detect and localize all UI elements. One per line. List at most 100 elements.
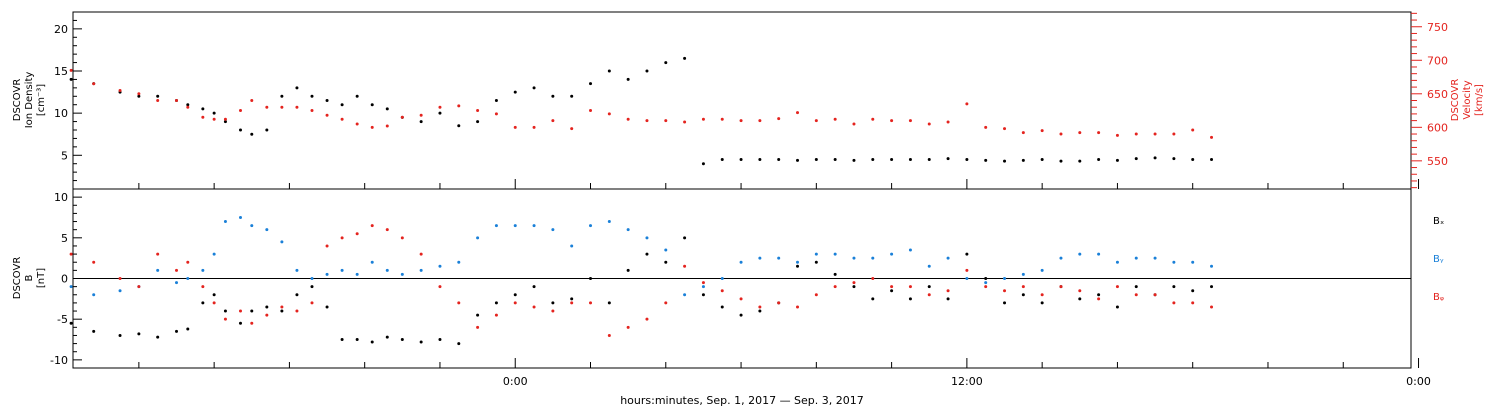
- velocity-point-64: [1210, 135, 1214, 139]
- velocity-point-61: [1153, 132, 1157, 136]
- velocity-point-40: [758, 119, 762, 123]
- velocity-point-18: [355, 122, 359, 126]
- velocity-point-46: [871, 117, 875, 121]
- velocity-point-41: [777, 117, 781, 121]
- by-point-24: [457, 260, 461, 264]
- velocity-point-9: [223, 117, 227, 121]
- bx-point-57: [1078, 297, 1082, 301]
- bz-point-27: [513, 301, 517, 305]
- velocity-point-33: [626, 117, 630, 121]
- density-point-53: [1003, 159, 1007, 163]
- by-point-47: [890, 252, 894, 256]
- velocity-point-15: [310, 109, 314, 113]
- velocity-point-60: [1134, 132, 1138, 136]
- by-point-40: [758, 256, 762, 260]
- bz-point-34: [645, 317, 649, 321]
- bz-point-20: [385, 228, 389, 232]
- bx-point-23: [438, 338, 442, 342]
- bx-point-55: [1040, 301, 1044, 305]
- bz-point-51: [965, 268, 969, 272]
- bz-point-43: [814, 293, 818, 297]
- bx-point-48: [908, 297, 912, 301]
- density-point-62: [1172, 157, 1176, 161]
- velocity-point-6: [186, 105, 190, 109]
- velocity-point-1: [92, 82, 96, 86]
- bz-point-21: [400, 236, 404, 240]
- by-point-18: [355, 272, 359, 276]
- density-point-30: [570, 94, 574, 98]
- by-point-45: [852, 256, 856, 260]
- top-right-axis-title-line1: DSCOVR: [1450, 79, 1461, 122]
- bz-point-10: [238, 309, 242, 313]
- bx-point-51: [965, 252, 969, 256]
- top-left-axis-title-line2: Ion Density: [24, 72, 35, 129]
- bx-point-9: [223, 309, 227, 313]
- by-point-44: [833, 252, 837, 256]
- bx-point-42: [796, 264, 800, 268]
- bz-point-37: [701, 281, 705, 285]
- velocity-point-38: [720, 117, 724, 121]
- bz-point-31: [589, 301, 593, 305]
- by-point-39: [739, 260, 743, 264]
- density-point-46: [871, 158, 875, 161]
- bz-point-15: [310, 301, 314, 305]
- top-right-tick-label-3: 700: [1427, 54, 1448, 67]
- by-point-14: [295, 268, 299, 272]
- velocity-point-49: [927, 122, 931, 126]
- velocity-point-26: [494, 112, 498, 116]
- bottom-panel: -10 -5 0 5 10 DSCOVR B [nT] Bₓ Bᵧ Bᵩ: [12, 188, 1444, 369]
- bx-point-60: [1134, 285, 1138, 289]
- density-point-39: [739, 158, 743, 161]
- bz-point-30: [570, 301, 574, 305]
- bx-point-36: [683, 236, 687, 240]
- density-point-35: [664, 61, 668, 65]
- bx-point-63: [1191, 289, 1195, 293]
- density-point-13: [280, 94, 284, 98]
- bx-point-15: [310, 285, 314, 289]
- velocity-point-2: [118, 88, 122, 92]
- velocity-point-14: [295, 105, 299, 109]
- by-point-17: [340, 268, 344, 272]
- bz-point-64: [1210, 305, 1214, 309]
- x-tick-label-0: 0:00: [503, 375, 528, 388]
- bz-point-48: [908, 285, 912, 289]
- by-point-2: [118, 289, 122, 293]
- by-point-30: [570, 244, 574, 248]
- bz-point-41: [777, 301, 781, 305]
- bz-point-9: [223, 317, 227, 321]
- velocity-point-29: [551, 119, 555, 123]
- bx-point-26: [494, 301, 498, 305]
- by-point-26: [494, 224, 498, 228]
- velocity-point-57: [1078, 131, 1082, 135]
- bz-point-53: [1003, 289, 1007, 293]
- velocity-point-32: [607, 112, 611, 116]
- velocity-point-53: [1003, 127, 1007, 131]
- bz-point-58: [1097, 297, 1101, 301]
- bz-point-13: [280, 305, 284, 309]
- density-point-23: [438, 111, 442, 115]
- density-point-64: [1210, 158, 1214, 161]
- bz-point-4: [156, 252, 160, 256]
- bz-point-56: [1059, 285, 1063, 289]
- bx-point-32: [607, 301, 611, 305]
- bz-point-52: [984, 285, 988, 289]
- density-point-8: [212, 111, 216, 115]
- by-point-53: [1003, 277, 1007, 280]
- bx-point-4: [156, 335, 160, 339]
- bottom-series: [69, 215, 1214, 346]
- bz-point-18: [355, 232, 359, 236]
- top-right-axis-title-line3: [km/s]: [1474, 84, 1485, 116]
- by-point-55: [1040, 268, 1044, 272]
- by-point-35: [664, 248, 668, 252]
- bz-point-12: [265, 313, 269, 317]
- by-point-59: [1115, 260, 1119, 264]
- by-point-9: [223, 220, 227, 224]
- bx-point-1: [92, 329, 96, 333]
- bx-point-52: [984, 277, 988, 280]
- bx-point-5: [175, 329, 179, 333]
- by-point-19: [370, 260, 374, 264]
- density-point-27: [513, 90, 517, 94]
- bz-point-35: [664, 301, 668, 305]
- by-point-36: [683, 293, 687, 297]
- velocity-point-47: [890, 119, 894, 123]
